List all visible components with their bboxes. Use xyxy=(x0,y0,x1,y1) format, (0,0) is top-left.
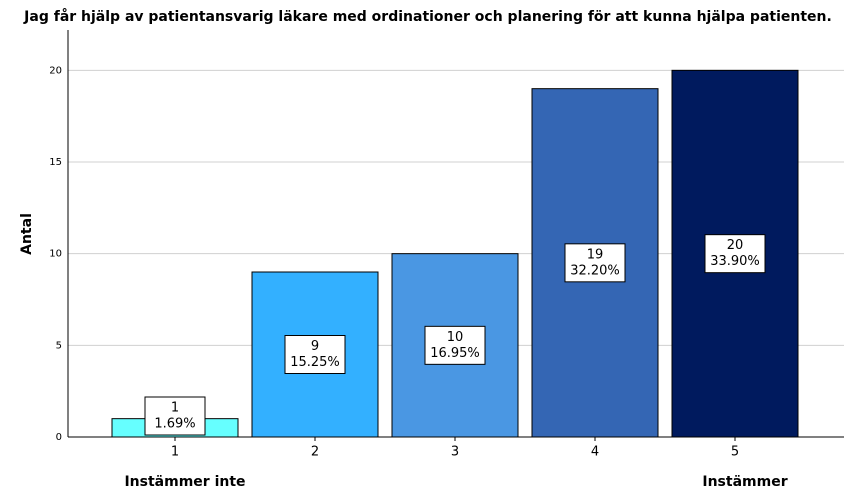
data-label-percent: 16.95% xyxy=(430,346,480,361)
chart-title: Jag får hjälp av patientansvarig läkare … xyxy=(23,8,832,25)
data-label-box xyxy=(424,325,486,365)
data-label-percent: 15.25% xyxy=(290,355,340,370)
data-label-box xyxy=(564,243,626,283)
y-axis-label: Antal xyxy=(19,213,35,255)
data-label-percent: 32.20% xyxy=(570,263,620,278)
data-label-box xyxy=(704,234,766,274)
data-label-percent: 1.69% xyxy=(154,417,195,432)
x-tick-label: 2 xyxy=(311,445,319,460)
x-tick-label: 5 xyxy=(731,445,739,460)
y-tick-label: 10 xyxy=(49,249,62,260)
data-label: 9 xyxy=(311,339,319,354)
x-tick-label: 4 xyxy=(591,445,599,460)
data-label: 10 xyxy=(447,330,464,345)
data-label-box xyxy=(284,335,346,374)
data-label: 1 xyxy=(171,401,179,416)
data-label-percent: 33.90% xyxy=(710,254,760,269)
data-label: 19 xyxy=(587,247,604,262)
y-tick-label: 20 xyxy=(49,65,62,76)
y-tick-label: 5 xyxy=(56,340,62,351)
y-tick-label: 15 xyxy=(49,157,62,168)
y-tick-label: 0 xyxy=(56,432,62,443)
annotation: Instämmer inte xyxy=(124,474,245,490)
x-tick-label: 3 xyxy=(451,445,459,460)
data-label: 20 xyxy=(727,238,744,253)
data-label-box xyxy=(144,396,206,436)
x-tick-label: 1 xyxy=(171,445,179,460)
annotation: Instämmer xyxy=(702,474,787,490)
